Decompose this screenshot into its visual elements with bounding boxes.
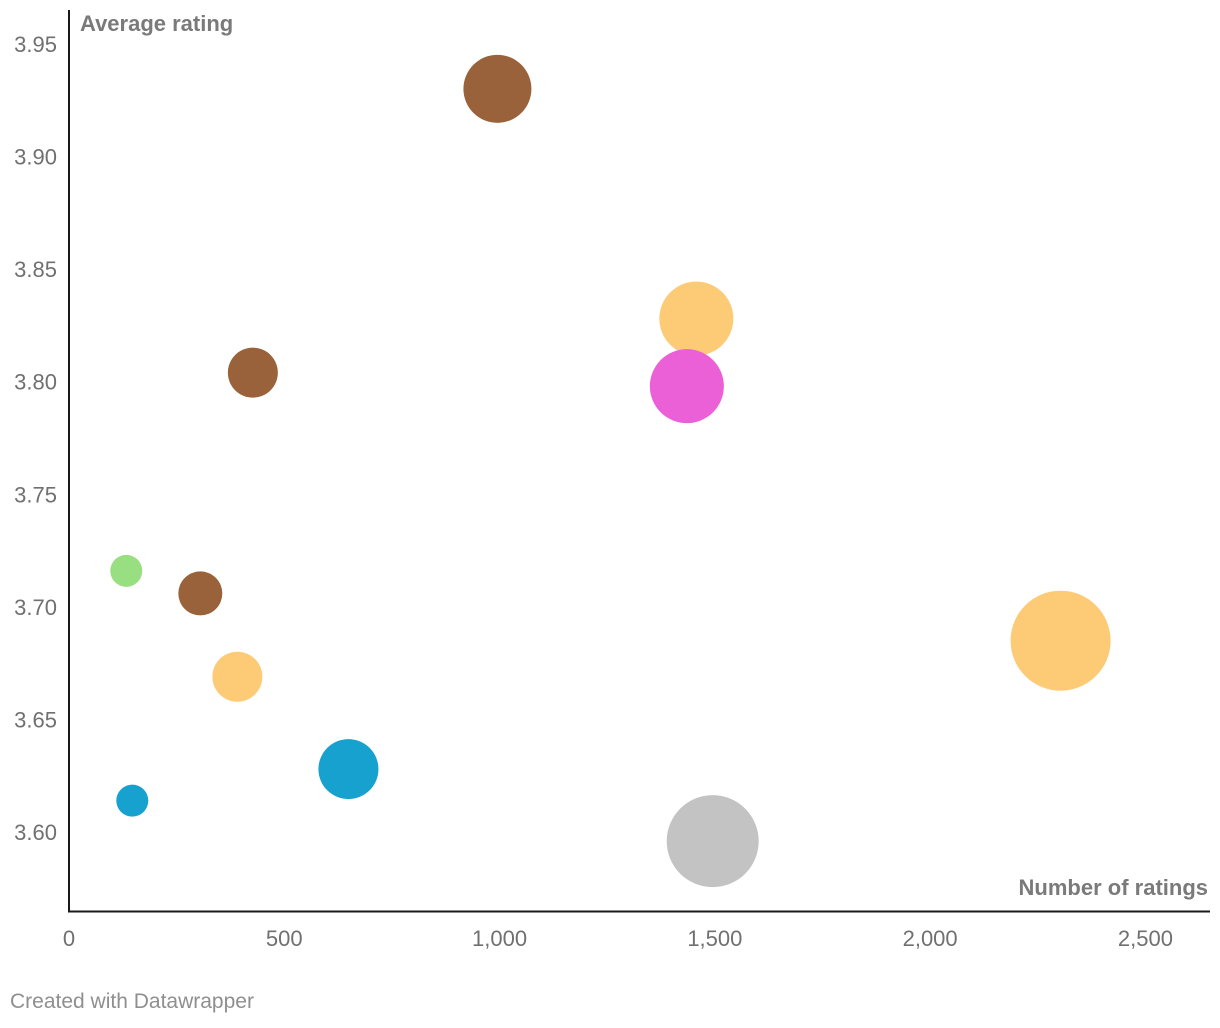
bubble-point[interactable] (116, 784, 149, 817)
y-tick-label: 3.95 (14, 32, 57, 57)
bubble-point[interactable] (178, 571, 223, 616)
bubble-point[interactable] (463, 54, 532, 123)
bubble-point[interactable] (666, 795, 759, 888)
y-axis-title: Average rating (80, 11, 233, 36)
bubble-point[interactable] (659, 281, 734, 356)
y-axis-ticks: 3.60 3.65 3.70 3.75 3.80 3.85 3.90 3.95 (14, 32, 57, 845)
y-tick-label: 3.85 (14, 257, 57, 282)
bubble-point[interactable] (318, 739, 379, 800)
bubble-point[interactable] (110, 554, 143, 587)
y-tick-label: 3.60 (14, 820, 57, 845)
bubble-point[interactable] (1010, 590, 1111, 691)
y-tick-label: 3.80 (14, 370, 57, 395)
x-axis-ticks: 0 500 1,000 1,500 2,000 2,500 (63, 926, 1173, 951)
x-tick-label: 2,000 (903, 926, 958, 951)
bubbles-layer (110, 54, 1111, 888)
bubble-point[interactable] (649, 349, 724, 424)
y-tick-label: 3.70 (14, 595, 57, 620)
credit-text: Created with Datawrapper (10, 990, 254, 1013)
x-tick-label: 500 (266, 926, 303, 951)
x-tick-label: 1,500 (687, 926, 742, 951)
x-tick-label: 2,500 (1118, 926, 1173, 951)
bubble-point[interactable] (227, 347, 278, 398)
y-tick-label: 3.65 (14, 708, 57, 733)
x-axis-title: Number of ratings (1019, 875, 1208, 900)
y-tick-label: 3.90 (14, 144, 57, 169)
x-tick-label: 1,000 (472, 926, 527, 951)
bubble-point[interactable] (212, 651, 263, 702)
x-tick-label: 0 (63, 926, 75, 951)
y-tick-label: 3.75 (14, 482, 57, 507)
